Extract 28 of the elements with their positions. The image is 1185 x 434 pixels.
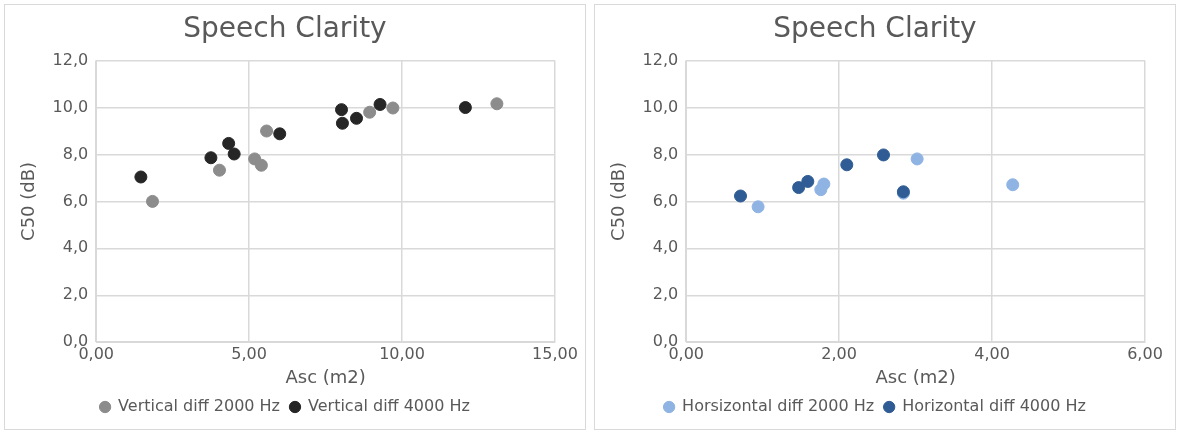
x-tick-label: 5,00 bbox=[231, 343, 267, 363]
chart-title: Speech Clarity bbox=[773, 11, 977, 45]
legend-label: Vertical diff 2000 Hz bbox=[118, 396, 280, 416]
y-tick-label: 8,0 bbox=[62, 143, 89, 163]
x-tick-label: 10,00 bbox=[379, 343, 425, 363]
x-axis-title: Asc (m2) bbox=[875, 365, 956, 387]
legend-label: Horsizontal diff 2000 Hz bbox=[682, 396, 875, 416]
chart-title: Speech Clarity bbox=[183, 11, 387, 45]
y-tick-label: 10,0 bbox=[642, 96, 679, 116]
y-tick-label: 6,0 bbox=[62, 190, 89, 210]
x-tick-label: 6,00 bbox=[1127, 343, 1163, 363]
y-tick-label: 12,0 bbox=[642, 49, 679, 69]
legend-label: Horizontal diff 4000 Hz bbox=[902, 396, 1086, 416]
y-tick-label: 4,0 bbox=[62, 237, 89, 257]
x-tick-label: 4,00 bbox=[974, 343, 1010, 363]
y-tick-label: 12,0 bbox=[52, 49, 89, 69]
x-tick-label: 2,00 bbox=[821, 343, 857, 363]
y-tick-label: 2,0 bbox=[62, 284, 89, 304]
y-tick-label: 4,0 bbox=[652, 237, 679, 257]
y-tick-label: 8,0 bbox=[652, 143, 679, 163]
y-axis-title: C50 (dB) bbox=[607, 161, 629, 241]
y-tick-label: 10,0 bbox=[52, 96, 89, 116]
y-tick-label: 6,0 bbox=[652, 190, 679, 210]
legend-label: Vertical diff 4000 Hz bbox=[308, 396, 470, 416]
y-tick-label: 2,0 bbox=[652, 284, 679, 304]
y-axis-title: C50 (dB) bbox=[17, 161, 39, 241]
x-tick-label: 15,00 bbox=[532, 343, 578, 363]
x-axis-title: Asc (m2) bbox=[285, 365, 366, 387]
